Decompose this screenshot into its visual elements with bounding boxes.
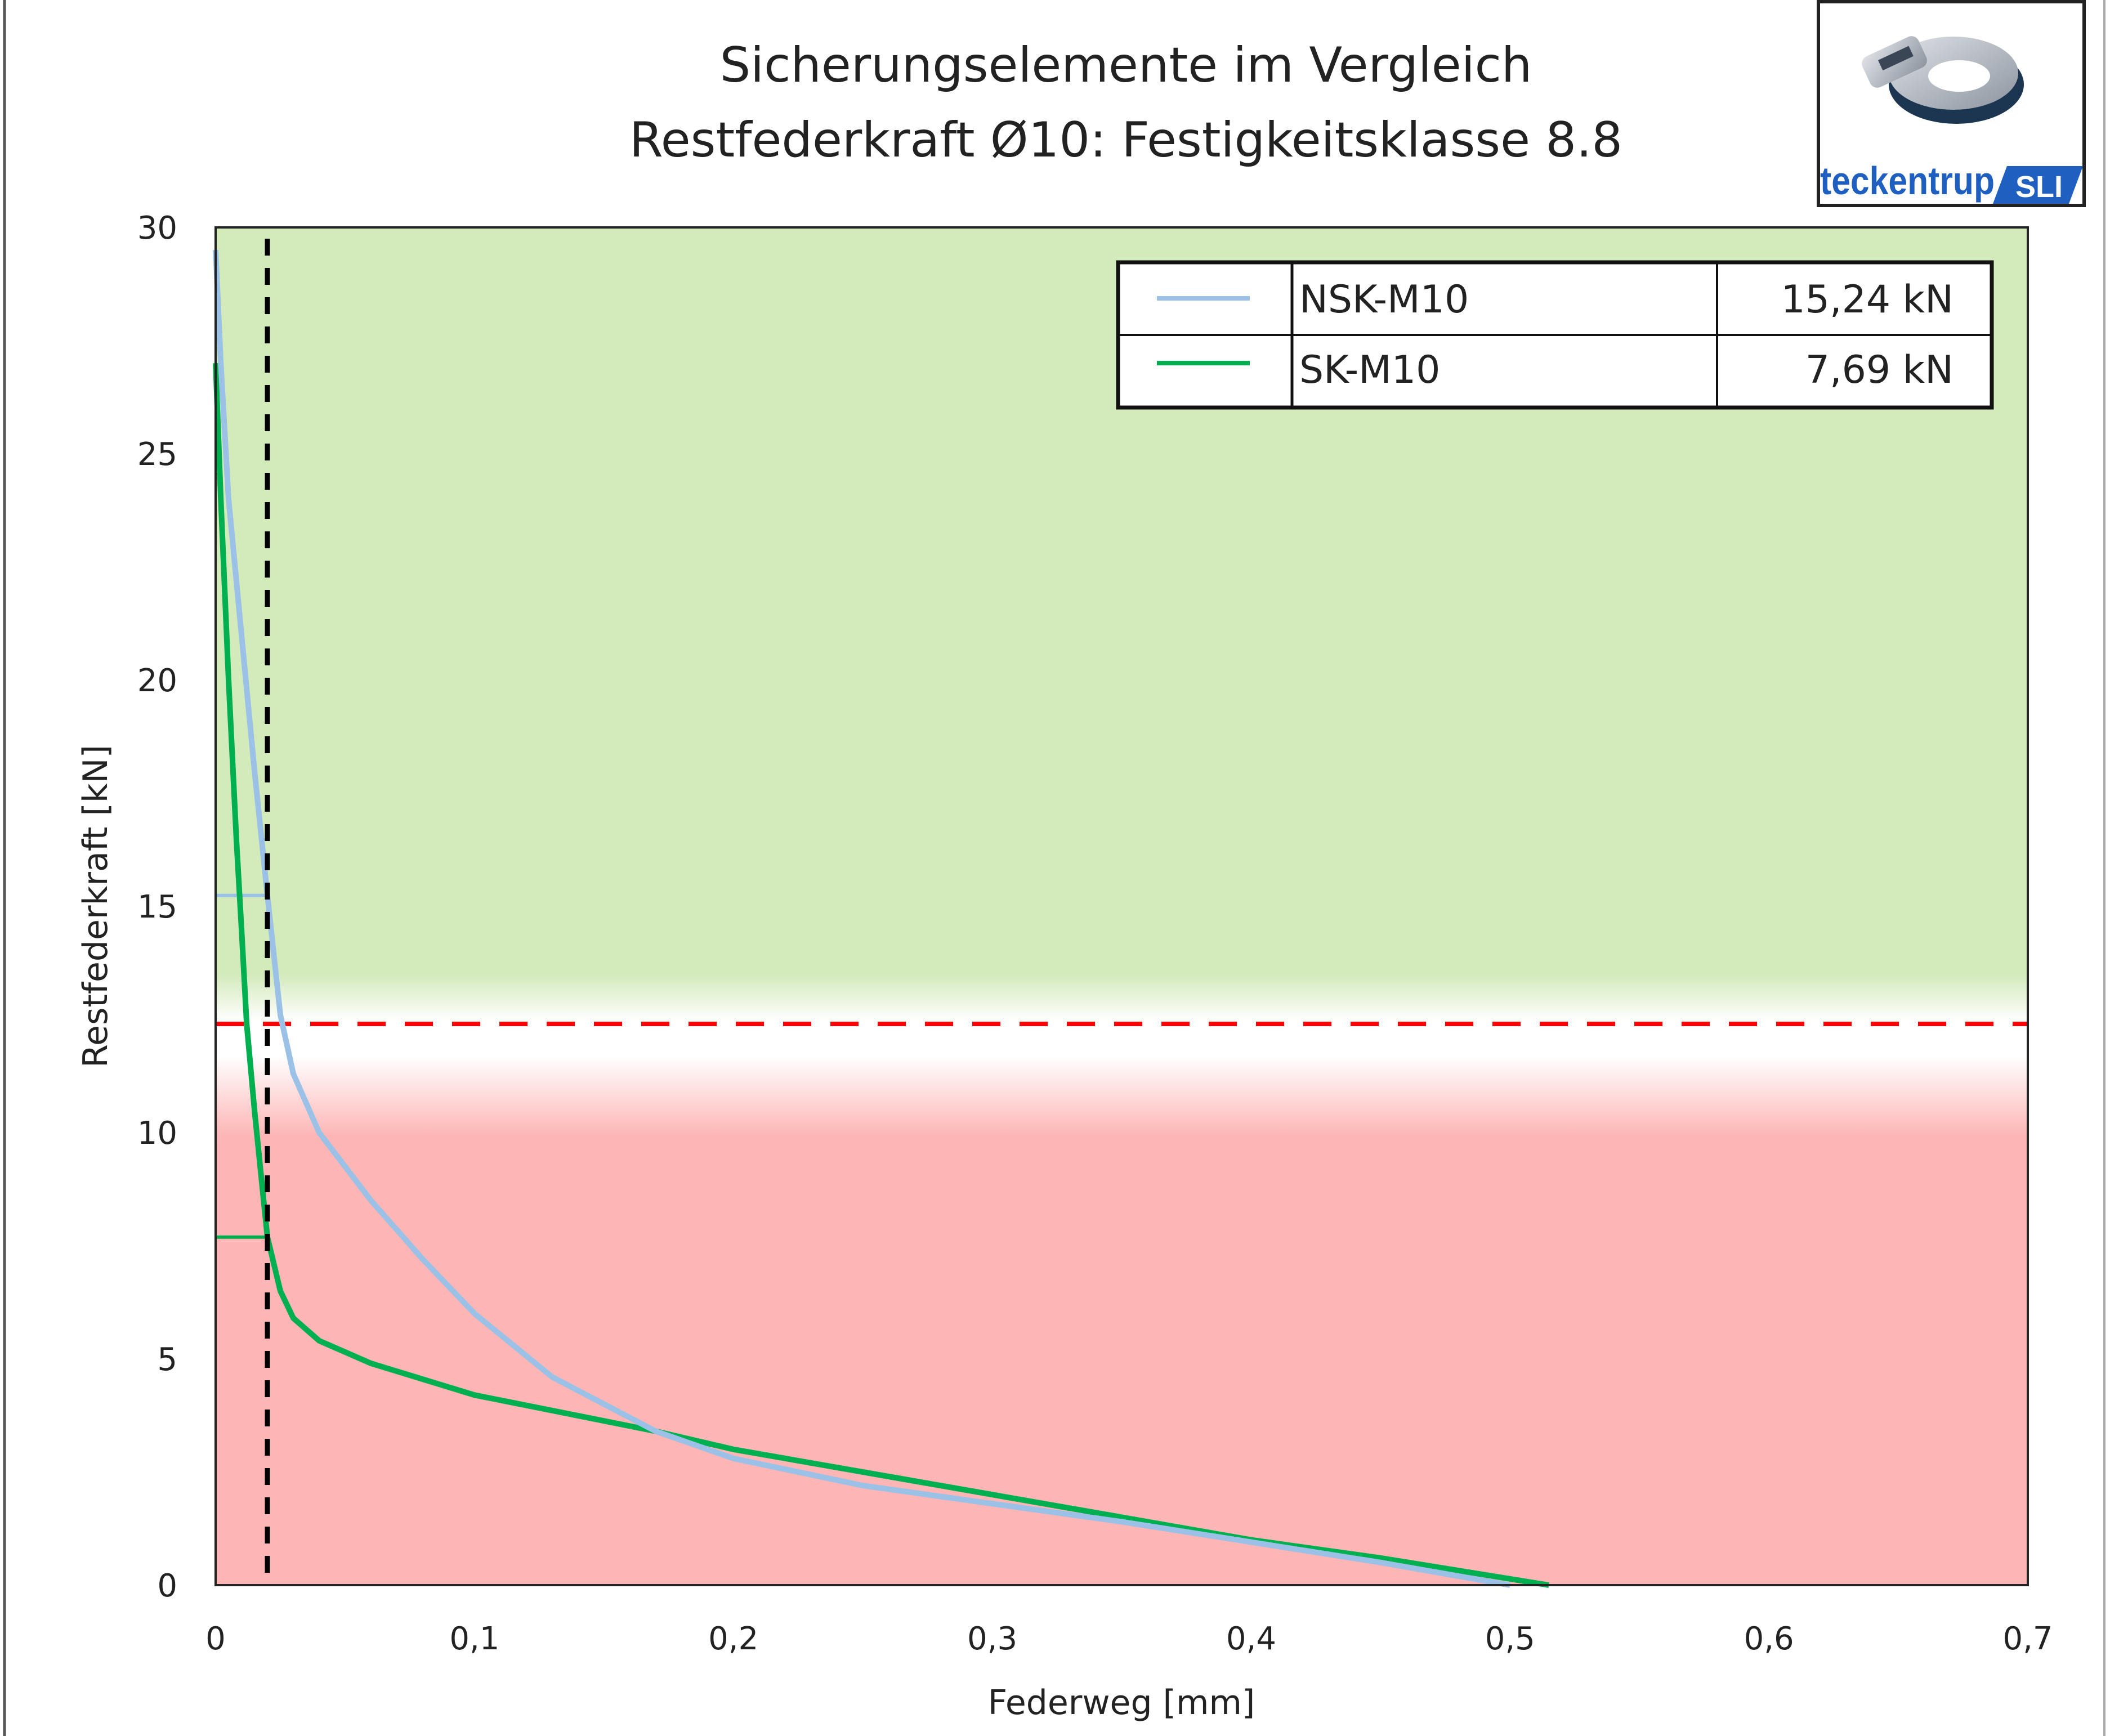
- logo-mark-icon: [1862, 36, 2024, 124]
- plot-area-background: [216, 227, 2028, 1585]
- x-tick-label: 0,1: [449, 1621, 499, 1657]
- y-tick-label: 25: [137, 436, 177, 473]
- logo: teckentrup SLI: [1817, 0, 2086, 207]
- y-tick-label: 5: [157, 1341, 177, 1378]
- legend: NSK-M10 15,24 kN SK-M10 7,69 kN: [1116, 260, 1994, 410]
- legend-value-sk: 7,69 kN: [1805, 348, 1953, 392]
- chart-title: Sicherungselemente im Vergleich: [720, 37, 1532, 93]
- x-tick-label: 0,4: [1226, 1621, 1276, 1657]
- y-axis-label: Restfederkraft [kN]: [76, 745, 115, 1068]
- y-tick-label: 30: [137, 210, 177, 247]
- x-tick-label: 0,3: [967, 1621, 1017, 1657]
- legend-name-nsk: NSK-M10: [1299, 278, 1469, 322]
- y-tick-label: 15: [137, 889, 177, 925]
- x-tick-label: 0,7: [2002, 1621, 2053, 1657]
- x-tick-label: 0,6: [1744, 1621, 1794, 1657]
- chart-subtitle: Restfederkraft Ø10: Festigkeitsklasse 8.…: [629, 112, 1622, 168]
- series-line-NSK-M10: [213, 249, 1511, 1588]
- x-axis-label: Federweg [mm]: [988, 1683, 1255, 1722]
- logo-badge: SLI: [2015, 170, 2063, 204]
- y-tick-label: 10: [137, 1115, 177, 1152]
- legend-name-sk: SK-M10: [1299, 348, 1440, 392]
- x-tick-label: 0,5: [1485, 1621, 1535, 1657]
- y-tick-label: 0: [157, 1568, 177, 1604]
- series-line-SK-M10: [213, 363, 1550, 1588]
- plot-area-frame: [214, 226, 2029, 1586]
- logo-text: teckentrup: [1820, 159, 1995, 203]
- legend-value-nsk: 15,24 kN: [1781, 278, 1953, 322]
- y-tick-label: 20: [137, 663, 177, 699]
- x-tick-label: 0: [205, 1621, 226, 1657]
- x-tick-label: 0,2: [708, 1621, 758, 1657]
